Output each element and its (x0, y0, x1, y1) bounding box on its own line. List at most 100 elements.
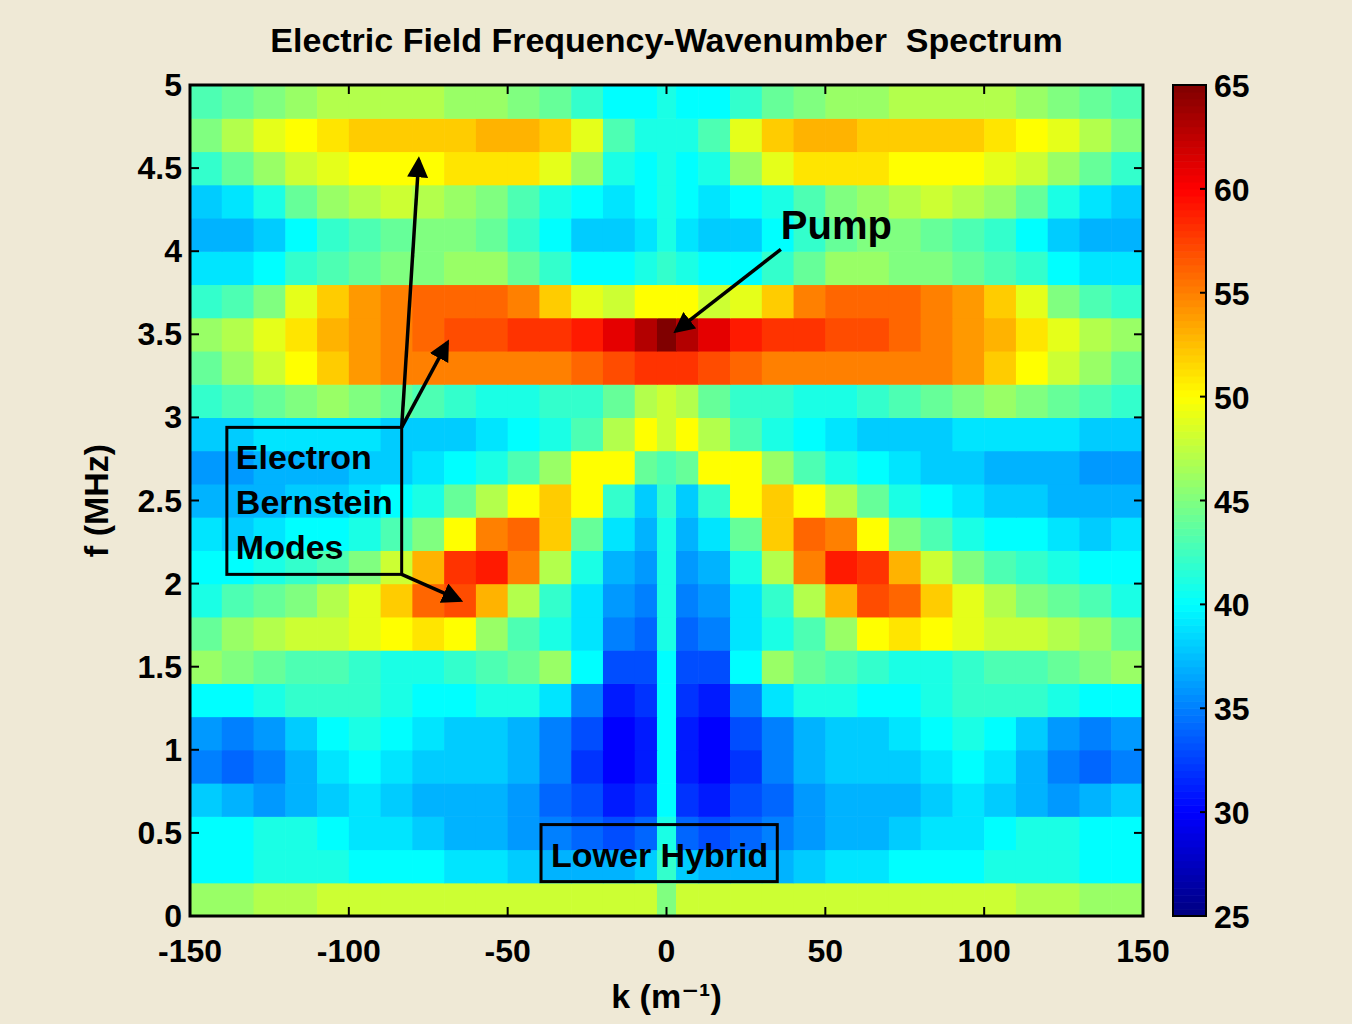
y-tick (1134, 915, 1143, 917)
heat-cell (635, 484, 658, 518)
heat-cell (412, 717, 444, 751)
heat-cell (190, 451, 222, 485)
heat-cell (1048, 517, 1080, 551)
colorbar-swatch (1173, 840, 1206, 848)
heat-cell (476, 517, 508, 551)
heat-cell (508, 617, 540, 651)
heat-cell (444, 218, 476, 252)
heat-cell (476, 218, 508, 252)
heat-cell (539, 284, 571, 318)
heat-cell (222, 351, 254, 385)
heat-cell (952, 883, 984, 916)
heat-cell (794, 750, 826, 784)
heat-cell (794, 550, 826, 584)
heat-cell (285, 218, 317, 252)
heat-cell (190, 151, 222, 185)
heat-cell (508, 451, 540, 485)
heat-cell (984, 850, 1016, 884)
heat-cell (730, 883, 762, 916)
heat-cell (857, 850, 889, 884)
heat-cell (1016, 650, 1048, 684)
heat-cell (254, 883, 286, 916)
heat-cell (444, 384, 476, 418)
heat-cell (381, 883, 413, 916)
y-tick (1134, 500, 1143, 502)
heat-cell (1048, 185, 1080, 219)
heat-cell (1048, 883, 1080, 916)
y-tick (190, 250, 199, 252)
colorbar-swatch (1173, 459, 1206, 467)
heat-cell (285, 85, 317, 119)
heat-cell (635, 417, 658, 451)
heat-cell (657, 251, 677, 285)
heat-cell (1079, 218, 1111, 252)
heat-cell (317, 850, 349, 884)
heat-cell (603, 650, 635, 684)
heat-cell (762, 318, 794, 352)
heat-cell (1111, 484, 1143, 518)
heat-cell (222, 783, 254, 817)
y-tick-label: 2.5 (138, 483, 182, 519)
colorbar-swatch (1173, 521, 1206, 529)
heat-cell (857, 318, 889, 352)
heat-cell (825, 883, 857, 916)
heat-cell (825, 550, 857, 584)
heat-cell (349, 650, 381, 684)
heat-cell (1111, 118, 1143, 152)
y-tick (190, 84, 199, 86)
colorbar-swatch (1173, 570, 1206, 578)
heat-cell (657, 85, 677, 119)
colorbar-swatch (1173, 826, 1206, 834)
heat-cell (952, 251, 984, 285)
colorbar-swatch (1173, 279, 1206, 287)
heat-cell (825, 850, 857, 884)
heat-cell (825, 284, 857, 318)
heat-cell (952, 816, 984, 850)
heat-cell (657, 617, 677, 651)
heat-cell (222, 384, 254, 418)
heat-cell (889, 617, 921, 651)
heat-cell (1079, 850, 1111, 884)
heat-cell (635, 584, 658, 618)
colorbar-swatch (1173, 494, 1206, 502)
heat-cell (508, 850, 540, 884)
heat-cell (657, 484, 677, 518)
heat-cell (1111, 816, 1143, 850)
heat-cell (657, 517, 677, 551)
heat-cell (349, 683, 381, 717)
x-tick (666, 85, 668, 94)
heat-cell (190, 717, 222, 751)
heat-cell (889, 151, 921, 185)
heat-cell (317, 351, 349, 385)
heat-cell (730, 484, 762, 518)
colorbar-tick-label: 45 (1214, 484, 1250, 520)
heat-cell (676, 351, 699, 385)
heat-cell (676, 550, 699, 584)
heat-cell (952, 517, 984, 551)
colorbar-swatch (1173, 161, 1206, 169)
colorbar-swatch (1173, 743, 1206, 751)
heat-cell (1016, 550, 1048, 584)
heat-cell (889, 517, 921, 551)
heat-cell (254, 85, 286, 119)
heat-cell (1016, 85, 1048, 119)
colorbar-swatch (1173, 127, 1206, 135)
heat-cell (508, 550, 540, 584)
colorbar-swatch (1173, 230, 1206, 238)
annotation-box (541, 825, 777, 882)
heat-cell (762, 584, 794, 618)
colorbar-swatch (1173, 687, 1206, 695)
heat-cell (603, 484, 635, 518)
colorbar-swatch (1173, 217, 1206, 225)
heat-cell (794, 384, 826, 418)
heat-cell (698, 883, 730, 916)
heat-cell (190, 351, 222, 385)
heat-cell (921, 417, 953, 451)
heat-cell (1111, 584, 1143, 618)
colorbar-tick (1200, 188, 1206, 190)
heat-cell (412, 517, 444, 551)
heat-cell (889, 783, 921, 817)
heat-cell (676, 883, 699, 916)
heat-cell (1079, 750, 1111, 784)
y-tick (1134, 666, 1143, 668)
